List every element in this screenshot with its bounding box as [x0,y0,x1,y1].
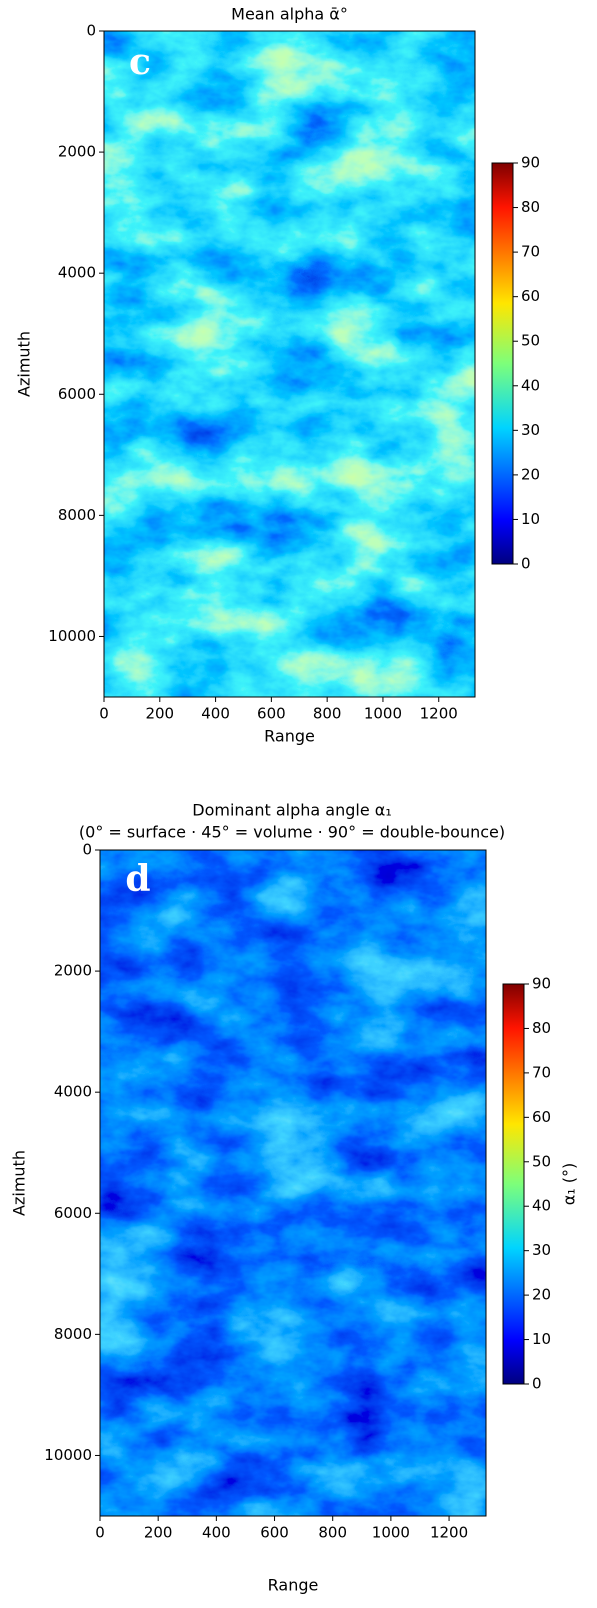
x-tick-label: 1000 [364,705,402,723]
colorbar-tick-label: 20 [532,1286,551,1304]
chart-title: Mean alpha ᾱ° [231,5,348,24]
y-axis-label: Azimuth [10,1150,29,1216]
x-tick-label: 800 [313,705,342,723]
colorbar-tick-label: 70 [521,243,540,261]
colorbar-tick-label: 40 [521,376,540,394]
chart-title: (0° = surface · 45° = volume · 90° = dou… [79,823,505,842]
y-tick-label: 0 [82,841,92,859]
y-tick-label: 8000 [54,1325,92,1343]
panel-label: d [125,858,150,900]
colorbar-tick-label: 50 [532,1152,551,1170]
x-tick-label: 0 [95,1524,105,1542]
x-tick-label: 400 [202,1524,231,1542]
colorbar [502,983,525,1385]
colorbar-tick-label: 10 [532,1330,551,1348]
panel-label: c [129,41,151,83]
colorbar-label: α₁ (°) [560,1163,579,1206]
colorbar-tick-label: 30 [521,421,540,439]
colorbar-tick-label: 10 [521,510,540,528]
x-tick-label: 1000 [372,1524,410,1542]
x-tick-label: 1200 [430,1524,468,1542]
colorbar-tick-label: 60 [532,1108,551,1126]
x-axis-label: Range [264,727,315,746]
y-axis-label: Azimuth [15,331,34,397]
colorbar-tick-label: 20 [521,465,540,483]
y-tick-label: 10000 [44,1446,92,1464]
image [104,31,475,697]
x-tick-label: 600 [257,705,286,723]
x-tick-label: 200 [145,705,174,723]
image [100,850,486,1516]
colorbar-tick-label: 80 [521,198,540,216]
x-tick-label: 0 [99,705,109,723]
x-tick-label: 800 [318,1524,347,1542]
y-tick-label: 4000 [54,1083,92,1101]
y-tick-label: 8000 [58,506,96,524]
colorbar-tick-label: 40 [532,1197,551,1215]
y-tick-label: 2000 [58,143,96,161]
plot-frame [99,849,487,1517]
y-tick-label: 6000 [54,1204,92,1222]
colorbar-tick-label: 0 [521,555,531,573]
colorbar-tick-label: 50 [521,332,540,350]
x-tick-label: 1200 [420,705,458,723]
x-tick-label: 400 [201,705,230,723]
y-tick-label: 0 [86,22,96,40]
colorbar-tick-label: 0 [532,1375,542,1393]
x-axis-label: Range [268,1576,319,1595]
y-tick-label: 10000 [48,627,96,645]
colorbar-tick-label: 30 [532,1241,551,1259]
y-tick-label: 2000 [54,962,92,980]
colorbar-tick-label: 60 [521,287,540,305]
x-tick-label: 200 [144,1524,173,1542]
plot-frame [103,30,476,698]
x-tick-label: 600 [260,1524,289,1542]
y-tick-label: 6000 [58,385,96,403]
colorbar-tick-label: 80 [532,1019,551,1037]
colorbar [491,162,514,565]
chart-title: Dominant alpha angle α₁ [192,801,391,820]
y-tick-label: 4000 [58,264,96,282]
colorbar-tick-label: 70 [532,1063,551,1081]
colorbar-tick-label: 90 [532,975,551,993]
colorbar-tick-label: 90 [521,154,540,172]
